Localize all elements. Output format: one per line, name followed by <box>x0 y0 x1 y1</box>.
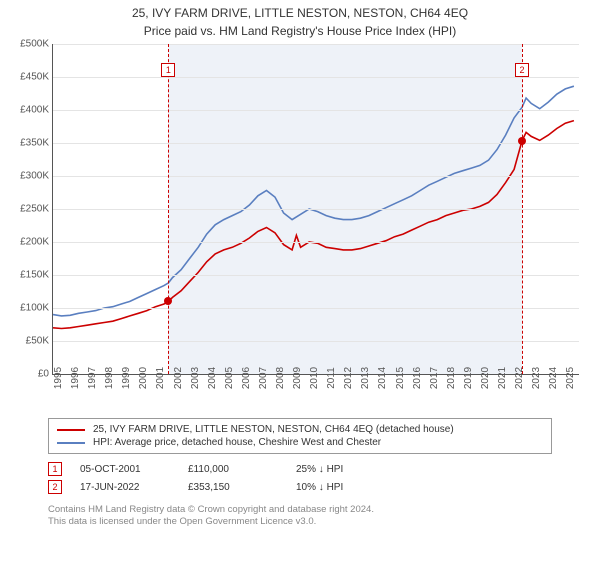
x-axis-label: 1997 <box>87 367 98 389</box>
y-gridline <box>53 44 579 45</box>
event-vline <box>168 44 169 374</box>
y-axis-label: £450K <box>20 72 49 83</box>
x-axis-label: 2004 <box>207 367 218 389</box>
event-number-box: 2 <box>48 480 62 494</box>
footer-line1: Contains HM Land Registry data © Crown c… <box>48 504 552 516</box>
x-axis-label: 2000 <box>138 367 149 389</box>
y-gridline <box>53 308 579 309</box>
y-gridline <box>53 341 579 342</box>
legend: 25, IVY FARM DRIVE, LITTLE NESTON, NESTO… <box>48 418 552 454</box>
event-number-box: 1 <box>48 462 62 476</box>
x-axis-label: 2017 <box>429 367 440 389</box>
event-pct: 25% ↓ HPI <box>296 464 396 475</box>
y-gridline <box>53 209 579 210</box>
y-axis-label: £200K <box>20 237 49 248</box>
x-axis-label: 2013 <box>360 367 371 389</box>
event-date: 05-OCT-2001 <box>80 464 170 475</box>
y-axis-label: £0 <box>38 369 49 380</box>
x-axis-label: 2016 <box>412 367 423 389</box>
x-axis-label: 2012 <box>343 367 354 389</box>
paid-data-point <box>164 297 172 305</box>
x-axis-label: 2024 <box>548 367 559 389</box>
legend-swatch <box>57 429 85 431</box>
event-table: 1 05-OCT-2001 £110,000 25% ↓ HPI 2 17-JUN-202… <box>48 460 552 496</box>
footer-line2: This data is licensed under the Open Gov… <box>48 516 552 528</box>
x-axis-label: 2010 <box>309 367 320 389</box>
legend-label: HPI: Average price, detached house, Ches… <box>93 437 381 448</box>
event-marker-box: 1 <box>161 63 175 77</box>
x-axis-label: 2015 <box>395 367 406 389</box>
title-address: 25, IVY FARM DRIVE, LITTLE NESTON, NESTO… <box>0 6 600 20</box>
y-axis-label: £350K <box>20 138 49 149</box>
y-axis-label: £50K <box>26 336 49 347</box>
y-gridline <box>53 143 579 144</box>
chart-area: £0 £50K £100K £150K £200K £250K £300K £350K £400… <box>12 44 588 412</box>
x-axis-label: 2025 <box>565 367 576 389</box>
x-axis-label: 2007 <box>258 367 269 389</box>
x-axis-label: 2021 <box>497 367 508 389</box>
legend-swatch <box>57 442 85 444</box>
x-axis-label: 2022 <box>514 367 525 389</box>
event-price: £353,150 <box>188 482 278 493</box>
x-axis-label: 1996 <box>70 367 81 389</box>
x-axis-label: 2020 <box>480 367 491 389</box>
x-axis-label: 2003 <box>190 367 201 389</box>
plot-region: £0£50K£100K£150K£200K£250K£300K£350K£400… <box>52 44 579 375</box>
x-axis-label: 2011 <box>326 367 337 389</box>
x-axis-label: 1995 <box>53 367 64 389</box>
event-price: £110,000 <box>188 464 278 475</box>
y-axis-label: £100K <box>20 303 49 314</box>
x-axis-label: 1998 <box>104 367 115 389</box>
event-pct: 10% ↓ HPI <box>296 482 396 493</box>
x-axis-label: 2019 <box>463 367 474 389</box>
y-axis-label: £400K <box>20 105 49 116</box>
y-axis-label: £300K <box>20 171 49 182</box>
y-axis-label: £250K <box>20 204 49 215</box>
y-axis-label: £150K <box>20 270 49 281</box>
x-axis-label: 2001 <box>155 367 166 389</box>
x-axis-label: 2008 <box>275 367 286 389</box>
x-axis-label: 2009 <box>292 367 303 389</box>
y-gridline <box>53 242 579 243</box>
x-axis-label: 2002 <box>173 367 184 389</box>
paid-data-point <box>518 137 526 145</box>
legend-row: 25, IVY FARM DRIVE, LITTLE NESTON, NESTO… <box>57 423 543 436</box>
y-gridline <box>53 176 579 177</box>
title-subtitle: Price paid vs. HM Land Registry's House … <box>0 24 600 38</box>
y-gridline <box>53 77 579 78</box>
y-gridline <box>53 275 579 276</box>
event-marker-box: 2 <box>515 63 529 77</box>
event-date: 17-JUN-2022 <box>80 482 170 493</box>
legend-label: 25, IVY FARM DRIVE, LITTLE NESTON, NESTO… <box>93 424 454 435</box>
event-row: 2 17-JUN-2022 £353,150 10% ↓ HPI <box>48 478 552 496</box>
x-axis-label: 1999 <box>121 367 132 389</box>
x-axis-label: 2014 <box>377 367 388 389</box>
event-row: 1 05-OCT-2001 £110,000 25% ↓ HPI <box>48 460 552 478</box>
x-axis-label: 2005 <box>224 367 235 389</box>
y-axis-label: £500K <box>20 39 49 50</box>
x-axis-label: 2006 <box>241 367 252 389</box>
y-gridline <box>53 110 579 111</box>
x-axis-label: 2023 <box>531 367 542 389</box>
x-axis-label: 2018 <box>446 367 457 389</box>
chart-titles: 25, IVY FARM DRIVE, LITTLE NESTON, NESTO… <box>0 6 600 38</box>
series-hpi-line <box>53 86 574 316</box>
event-vline <box>522 44 523 374</box>
legend-row: HPI: Average price, detached house, Ches… <box>57 436 543 449</box>
footer: Contains HM Land Registry data © Crown c… <box>48 504 552 529</box>
